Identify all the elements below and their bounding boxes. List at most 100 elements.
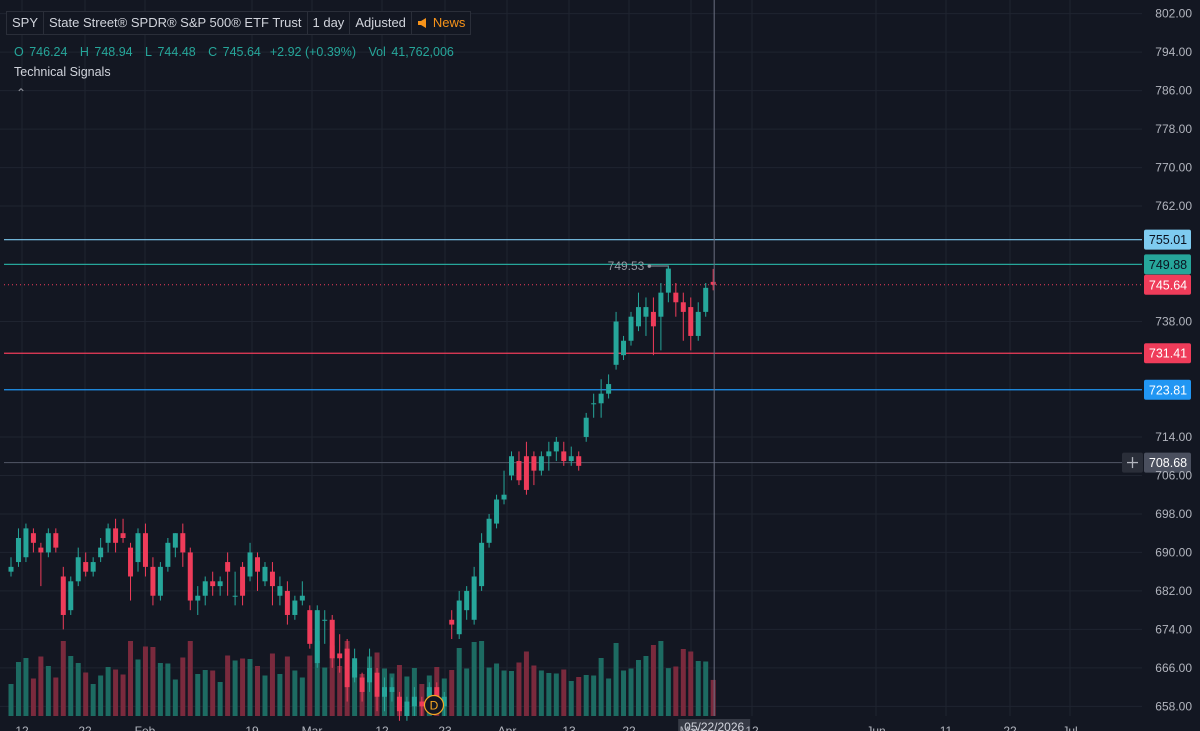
volume-bar <box>98 675 104 716</box>
crosshair-date-label: 05/22/2026 <box>684 720 744 731</box>
symbol-ticker[interactable]: SPY <box>6 11 44 35</box>
candle-body <box>269 571 275 587</box>
level-price-label: 708.68 <box>1149 456 1187 470</box>
high-value: 748.94 <box>94 45 133 59</box>
volume-bar <box>262 675 268 716</box>
last-price-tag <box>1144 274 1191 295</box>
candle-body <box>202 581 208 596</box>
change-value: +2.92 (+0.39%) <box>269 45 357 59</box>
dividend-event-marker[interactable]: D <box>423 694 445 716</box>
volume-bar <box>322 667 328 716</box>
time-axis[interactable]: 12 22 Feb 19 Mar 12 23 Apr 13 22 May 12 Jun 11 22 Jul D <box>15 694 1078 731</box>
high-marker-dot <box>647 264 652 268</box>
level-price-tag <box>1144 379 1191 400</box>
candle-body <box>284 590 290 615</box>
symbol-name[interactable]: State Street® SPDR® S&P 500® ETF Trust <box>43 11 307 35</box>
time-tick-label: 12 <box>375 724 389 731</box>
candle-body <box>673 292 679 303</box>
technical-signals-label[interactable]: Technical Signals <box>14 65 111 79</box>
candle-body <box>247 552 253 577</box>
volume-bar <box>471 642 477 716</box>
plus-icon[interactable] <box>1122 452 1143 473</box>
price-tick-label: 714.00 <box>1155 430 1192 444</box>
time-tick-label: Mar <box>302 724 323 731</box>
crosshair: 05/22/2026 <box>678 0 1143 731</box>
candle-body <box>568 456 574 462</box>
adjustment-button[interactable]: Adjusted <box>349 11 411 35</box>
dividend-event-label: D <box>430 699 439 713</box>
price-tick-label: 682.00 <box>1155 584 1192 598</box>
news-button[interactable]: News <box>410 11 472 35</box>
horizontal-levels[interactable]: 755.01 749.88 731.41 723.81 708.68 745.64 749.… <box>4 229 1191 473</box>
candle-body <box>449 619 455 625</box>
volume-bar <box>494 663 500 716</box>
volume-bar <box>628 668 634 716</box>
candle-body <box>15 538 21 563</box>
candle-body <box>456 600 462 635</box>
last-price-label: 745.64 <box>1149 278 1187 292</box>
level-price-label: 749.88 <box>1149 258 1187 272</box>
candle-body <box>8 566 14 572</box>
candle-body <box>292 600 298 615</box>
volume-bar <box>75 663 81 716</box>
volume-bar <box>240 658 246 716</box>
volume-bar <box>135 659 141 716</box>
close-label: C <box>208 45 218 59</box>
candle-body <box>30 533 36 543</box>
volume-bar <box>591 675 597 716</box>
volume-bar <box>606 678 612 716</box>
volume-bar <box>105 667 111 716</box>
volume-bar <box>277 674 283 716</box>
price-tick-label: 738.00 <box>1155 315 1192 329</box>
volume-bar <box>568 681 574 716</box>
candle-body <box>105 528 111 543</box>
volume-bar <box>299 677 305 716</box>
interval-button[interactable]: 1 day <box>306 11 350 35</box>
volume-bar <box>695 661 701 716</box>
volume-bar <box>710 679 716 716</box>
candle-body <box>68 581 74 611</box>
volume-bar <box>269 653 275 716</box>
candle-body <box>471 576 477 620</box>
candle-body <box>255 557 261 572</box>
volume-bar <box>83 672 89 716</box>
price-axis[interactable]: 802.00 794.00 786.00 778.00 770.00 762.00 738.… <box>1155 7 1192 714</box>
candle-body <box>23 528 29 558</box>
candle-body <box>486 518 492 543</box>
time-tick-label: 23 <box>438 724 452 731</box>
candle-body <box>299 595 305 601</box>
volume-bar <box>680 649 686 716</box>
volume-bar <box>30 678 36 716</box>
volume-bar <box>142 646 148 716</box>
volume-bar <box>688 651 694 716</box>
volume-value: 41,762,006 <box>391 45 454 59</box>
volume-bar <box>45 666 51 716</box>
volume-bar <box>352 662 358 716</box>
time-tick-label: 12 <box>15 724 29 731</box>
price-tick-label: 778.00 <box>1155 122 1192 136</box>
candle-body <box>426 687 432 697</box>
level-price-label: 731.41 <box>1149 347 1187 361</box>
candle-body <box>374 672 380 697</box>
candle-body <box>628 316 634 341</box>
candle-body <box>83 562 89 572</box>
volume-bar <box>38 656 44 716</box>
candle-body <box>128 547 134 577</box>
time-tick-label: 22 <box>622 724 636 731</box>
close-value: 745.64 <box>222 45 261 59</box>
candle-body <box>113 528 119 543</box>
candle-body <box>38 547 44 553</box>
candle-body <box>591 403 597 405</box>
chevron-up-icon[interactable]: ⌃ <box>16 86 27 100</box>
candle-body <box>217 581 223 587</box>
candle-body <box>142 533 148 567</box>
candle-body <box>75 557 81 582</box>
volume-bar <box>157 663 163 716</box>
volume-bar <box>576 677 582 716</box>
candle-body <box>396 696 402 712</box>
volume-bar <box>15 662 21 716</box>
level-price-tag <box>1144 343 1191 364</box>
low-value: 744.48 <box>157 45 196 59</box>
volume-bar <box>479 641 485 716</box>
